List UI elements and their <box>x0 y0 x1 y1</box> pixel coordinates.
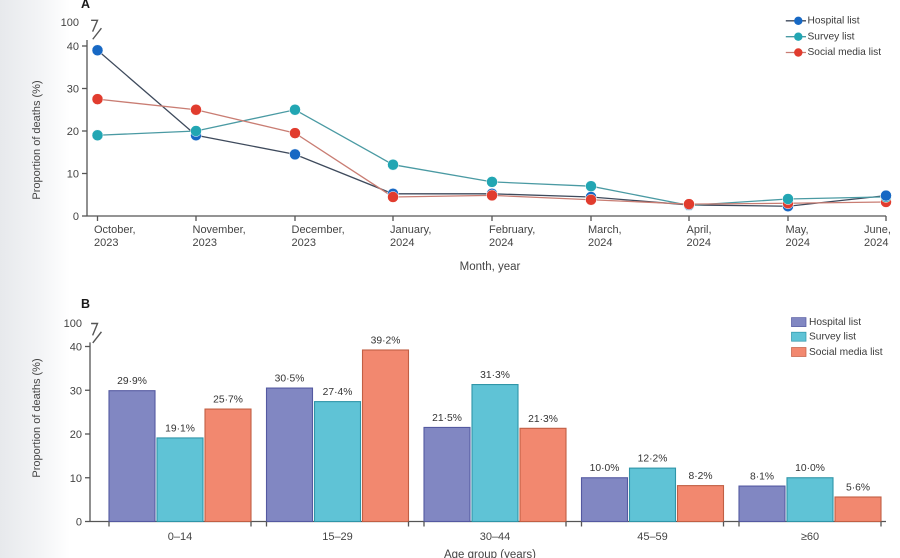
svg-text:20: 20 <box>70 429 82 441</box>
svg-text:2024: 2024 <box>588 237 612 249</box>
svg-text:12·2%: 12·2% <box>638 454 668 465</box>
svg-text:January,: January, <box>390 224 431 236</box>
svg-text:0: 0 <box>76 517 82 529</box>
svg-text:40: 40 <box>67 41 79 53</box>
svg-text:Survey list: Survey list <box>808 31 855 42</box>
svg-text:Month, year: Month, year <box>460 261 521 273</box>
svg-text:5·6%: 5·6% <box>846 483 870 494</box>
svg-text:November,: November, <box>193 224 246 236</box>
svg-text:October,: October, <box>94 224 136 236</box>
svg-text:2024: 2024 <box>687 237 711 249</box>
svg-text:≥60: ≥60 <box>801 531 819 543</box>
svg-text:100: 100 <box>61 17 79 29</box>
svg-text:8·2%: 8·2% <box>688 471 712 482</box>
svg-text:10: 10 <box>67 169 79 181</box>
svg-text:30: 30 <box>70 385 82 397</box>
svg-text:Proportion of deaths (%): Proportion of deaths (%) <box>31 80 43 199</box>
svg-text:100: 100 <box>64 318 82 330</box>
svg-text:2023: 2023 <box>292 237 316 249</box>
svg-text:2024: 2024 <box>864 237 888 249</box>
svg-text:19·1%: 19·1% <box>165 424 195 435</box>
svg-text:Survey list: Survey list <box>809 332 856 343</box>
svg-text:8·1%: 8·1% <box>750 472 774 483</box>
svg-text:Proportion of deaths (%): Proportion of deaths (%) <box>31 358 43 477</box>
svg-text:June,: June, <box>864 224 891 236</box>
svg-text:December,: December, <box>292 224 345 236</box>
svg-text:15–29: 15–29 <box>322 531 353 543</box>
svg-text:0–14: 0–14 <box>168 531 192 543</box>
svg-text:30–44: 30–44 <box>480 531 511 543</box>
svg-text:40: 40 <box>70 342 82 354</box>
svg-text:30: 30 <box>67 84 79 96</box>
svg-text:21·5%: 21·5% <box>432 413 462 424</box>
svg-text:10: 10 <box>70 473 82 485</box>
svg-text:45–59: 45–59 <box>637 531 668 543</box>
svg-text:April,: April, <box>687 224 712 236</box>
svg-text:B: B <box>81 297 90 311</box>
svg-text:39·2%: 39·2% <box>371 336 401 347</box>
svg-text:Hospital list: Hospital list <box>808 16 860 27</box>
svg-text:29·9%: 29·9% <box>117 376 147 387</box>
svg-text:0: 0 <box>73 211 79 223</box>
svg-text:27·4%: 27·4% <box>323 387 353 398</box>
svg-text:2023: 2023 <box>193 237 217 249</box>
svg-text:25·7%: 25·7% <box>213 395 243 406</box>
svg-text:Age group (years): Age group (years) <box>444 549 536 558</box>
svg-text:March,: March, <box>588 224 622 236</box>
svg-text:20: 20 <box>67 126 79 138</box>
svg-text:May,: May, <box>786 224 809 236</box>
svg-text:Social media list: Social media list <box>809 347 883 358</box>
svg-text:2024: 2024 <box>390 237 414 249</box>
svg-text:30·5%: 30·5% <box>275 374 305 385</box>
svg-text:21·3%: 21·3% <box>528 414 558 425</box>
svg-text:2024: 2024 <box>489 237 513 249</box>
svg-text:10·0%: 10·0% <box>795 463 825 474</box>
svg-text:February,: February, <box>489 224 535 236</box>
svg-text:2024: 2024 <box>786 237 810 249</box>
svg-text:Social media list: Social media list <box>808 47 882 58</box>
svg-text:31·3%: 31·3% <box>480 370 510 381</box>
svg-text:A: A <box>81 0 90 11</box>
svg-text:10·0%: 10·0% <box>590 463 620 474</box>
svg-text:2023: 2023 <box>94 237 118 249</box>
svg-text:Hospital list: Hospital list <box>809 317 861 328</box>
